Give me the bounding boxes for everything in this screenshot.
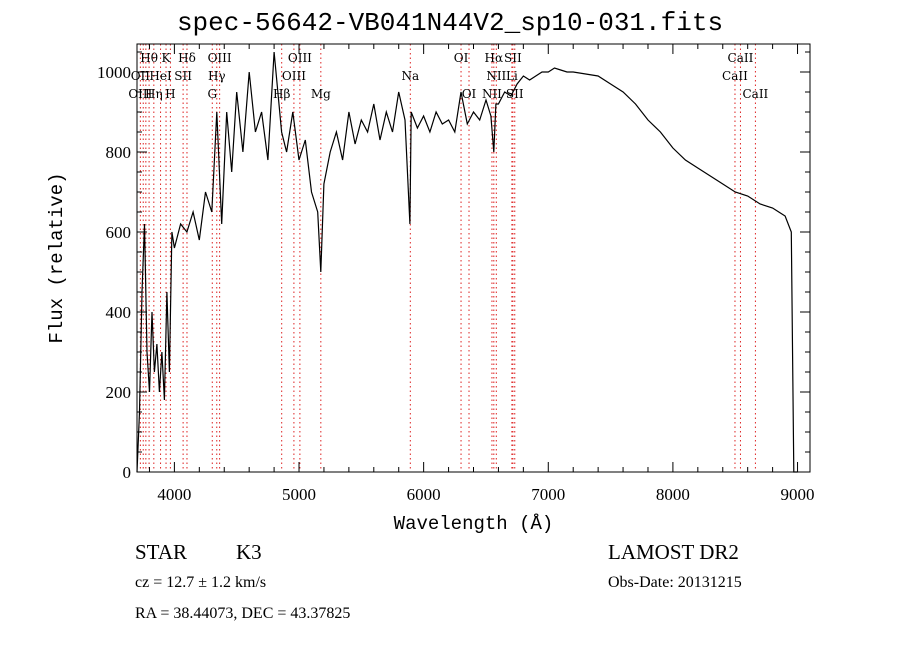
x-tick-label: 7000 bbox=[531, 485, 565, 504]
y-tick-label: 1000 bbox=[97, 63, 131, 82]
y-tick-label: 800 bbox=[106, 143, 132, 162]
line-annotation: SII bbox=[174, 69, 192, 83]
line-annotation: SII bbox=[506, 87, 524, 101]
line-annotation: HeI bbox=[149, 69, 172, 83]
line-annotation: Na bbox=[401, 69, 419, 83]
line-annotation: H bbox=[165, 87, 175, 101]
subclass-label: K3 bbox=[236, 540, 262, 564]
x-tick-label: 9000 bbox=[781, 485, 815, 504]
line-annotation: CaII bbox=[722, 69, 748, 83]
line-annotation: Mg bbox=[311, 87, 331, 101]
line-annotation: SII bbox=[504, 51, 522, 65]
y-tick-label: 200 bbox=[106, 383, 132, 402]
obs-date-text: Obs-Date: 20131215 bbox=[608, 574, 742, 591]
line-annotation: OIII bbox=[282, 69, 306, 83]
line-annotation: Li bbox=[506, 69, 518, 83]
x-tick-label: 6000 bbox=[407, 485, 441, 504]
line-annotation: OIII bbox=[288, 51, 312, 65]
line-annotation: CaII bbox=[728, 51, 754, 65]
line-annotation: OIII bbox=[208, 51, 232, 65]
y-tick-label: 600 bbox=[106, 223, 132, 242]
line-annotation: NII bbox=[486, 69, 506, 83]
x-tick-label: 4000 bbox=[157, 485, 191, 504]
line-annotation: K bbox=[162, 51, 172, 65]
line-annotation: CaII bbox=[742, 87, 768, 101]
class-label: STAR bbox=[135, 540, 187, 564]
line-annotation: G bbox=[207, 87, 217, 101]
line-annotation: OI bbox=[454, 51, 469, 65]
line-annotation: Hδ bbox=[178, 51, 196, 65]
line-annotation: Hβ bbox=[273, 87, 290, 101]
line-annotation: NII bbox=[482, 87, 502, 101]
chart-title: spec-56642-VB041N44V2_sp10-031.fits bbox=[176, 8, 724, 38]
cz-text: cz = 12.7 ± 1.2 km/s bbox=[135, 574, 267, 591]
x-tick-label: 8000 bbox=[656, 485, 690, 504]
y-tick-label: 400 bbox=[106, 303, 132, 322]
y-axis-label: Flux (relative) bbox=[46, 172, 68, 343]
spectrum-line bbox=[136, 51, 798, 473]
coords-text: RA = 38.44073, DEC = 43.37825 bbox=[135, 605, 351, 622]
line-annotation: Hα bbox=[485, 51, 504, 65]
line-annotation: OI bbox=[462, 87, 477, 101]
line-annotation: Hγ bbox=[208, 69, 226, 83]
survey-label: LAMOST DR2 bbox=[608, 540, 739, 564]
y-tick-label: 0 bbox=[123, 463, 132, 482]
x-axis-label: Wavelength (Å) bbox=[394, 513, 554, 535]
x-tick-label: 5000 bbox=[282, 485, 316, 504]
line-annotation: Hη bbox=[145, 87, 163, 101]
line-annotation: OII bbox=[131, 69, 151, 83]
line-annotation: OIII bbox=[128, 87, 152, 101]
line-annotation: Hθ bbox=[140, 51, 158, 65]
